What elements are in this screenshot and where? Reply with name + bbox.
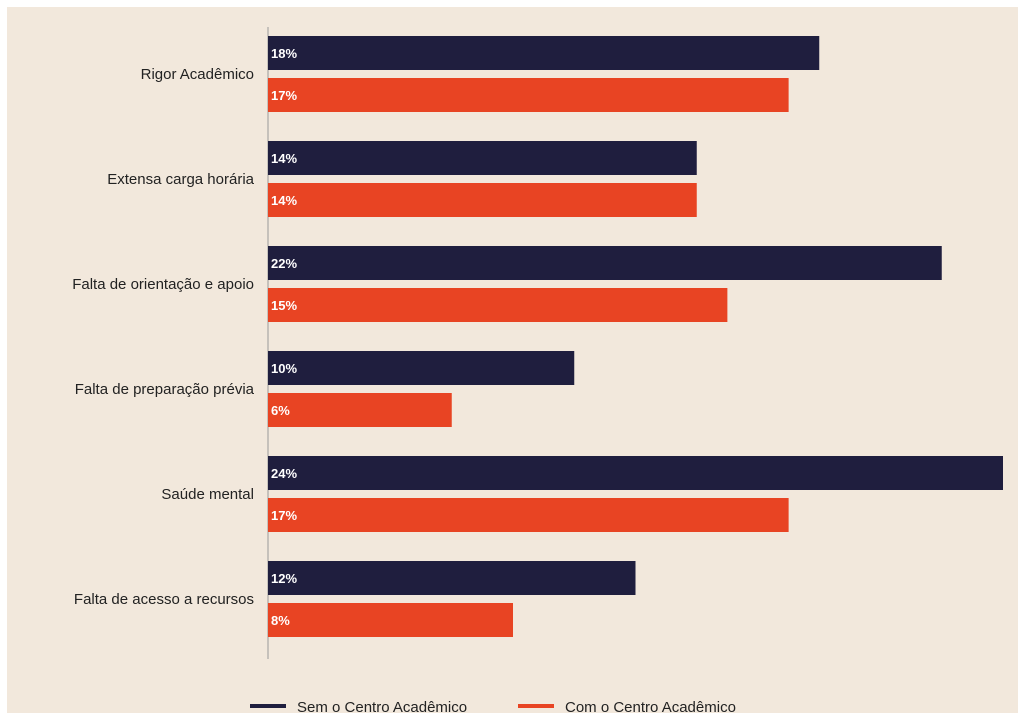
data-label: 12% [271,571,297,586]
data-label: 6% [271,403,290,418]
data-label: 22% [271,256,297,271]
data-label: 15% [271,298,297,313]
bar-sem-centro [268,561,636,595]
bar-com-centro [268,498,789,532]
category-label: Saúde mental [161,486,254,503]
bar-sem-centro [268,351,575,385]
data-label: 17% [271,508,297,523]
bar-com-centro [268,603,513,637]
legend-label: Com o Centro Acadêmico [565,699,736,713]
bar-sem-centro [268,246,942,280]
bar-sem-centro [268,36,820,70]
bar-com-centro [268,288,728,322]
chart-frame: Rigor Acadêmico 18% 17% Extensa carga horár… [7,7,1018,713]
bar-com-centro [268,393,452,427]
category-label: Falta de preparação prévia [75,381,255,398]
category-label: Falta de orientação e apoio [72,276,254,293]
data-label: 17% [271,88,297,103]
bar-chart: Rigor Acadêmico 18% 17% Extensa carga horár… [72,27,1003,713]
data-label: 10% [271,361,297,376]
bar-sem-centro [268,141,697,175]
legend: Sem o Centro Acadêmico Com o Centro Acadê… [250,699,736,713]
bar-com-centro [268,78,789,112]
category-label: Falta de acesso a recursos [74,591,254,608]
category-label: Rigor Acadêmico [141,66,254,83]
data-label: 14% [271,151,297,166]
data-label: 8% [271,613,290,628]
data-label: 14% [271,193,297,208]
bar-com-centro [268,183,697,217]
legend-label: Sem o Centro Acadêmico [297,699,467,713]
bar-sem-centro [268,456,1003,490]
data-label: 18% [271,46,297,61]
image-top-border [0,0,1018,7]
data-label: 24% [271,466,297,481]
category-label: Extensa carga horária [107,171,254,188]
